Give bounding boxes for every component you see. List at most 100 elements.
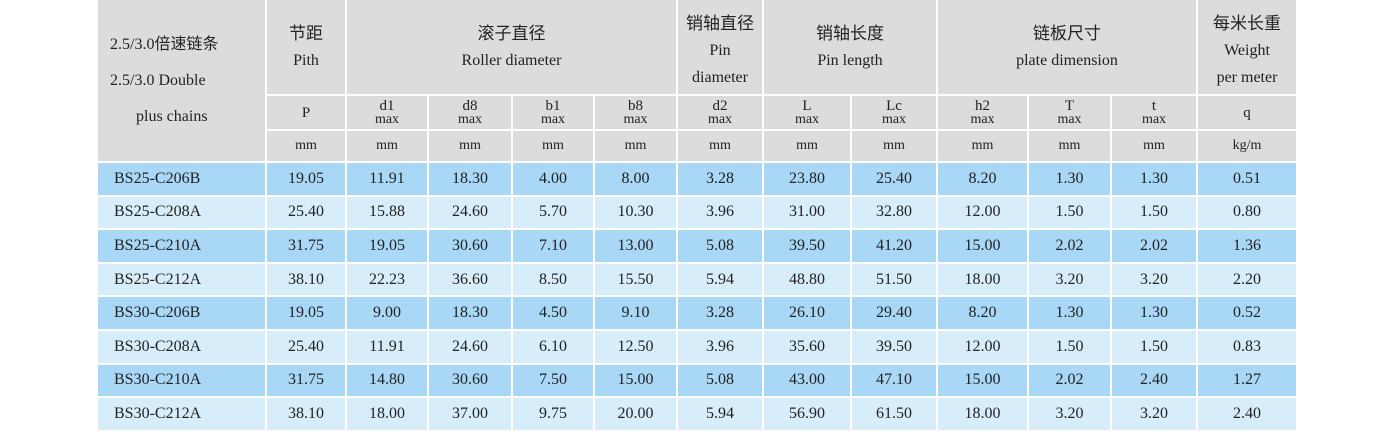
value-cell: 8.50	[513, 263, 593, 296]
value-cell: 13.00	[595, 230, 676, 262]
unit-header-cell: mm	[1029, 131, 1110, 161]
table-row: BS25-C210A 31.75 19.05 30.60 7.10 13.00 5.08 39…	[98, 230, 1296, 262]
value-cell: 38.10	[267, 263, 345, 296]
symbol-subscript: max	[1057, 112, 1082, 127]
value-cell: 3.96	[678, 330, 762, 363]
value-cell: 31.75	[267, 230, 345, 262]
value-cell: 18.00	[347, 398, 427, 430]
value-cell: 18.30	[429, 163, 511, 195]
value-cell: 20.00	[595, 398, 676, 430]
value-cell: 26.10	[764, 297, 850, 329]
value-cell: 12.50	[595, 330, 676, 363]
value-cell: 3.20	[1112, 398, 1196, 430]
unit-header-cell: mm	[1112, 131, 1196, 161]
pin-diameter-header-en-2: diameter	[692, 69, 748, 86]
value-cell: 7.10	[513, 230, 593, 262]
value-cell: 2.40	[1198, 398, 1296, 430]
value-cell: 0.51	[1198, 163, 1296, 195]
symbol-subscript: max	[970, 112, 995, 127]
value-cell: 36.60	[429, 263, 511, 296]
symbol: T	[1064, 98, 1075, 114]
value-cell: 19.05	[347, 230, 427, 262]
value-cell: 39.50	[852, 330, 936, 363]
symbol-header-cell: h2 max	[938, 96, 1027, 129]
value-cell: 31.00	[764, 196, 850, 229]
value-cell: 1.27	[1198, 364, 1296, 397]
value-cell: 5.70	[513, 196, 593, 229]
chain-spec-table: 2.5/3.0倍速链条 2.5/3.0 Double plus chains 节…	[96, 0, 1298, 432]
symbol: t	[1151, 98, 1157, 114]
table-row: BS25-C208A 25.40 15.88 24.60 5.70 10.30 3.96 31…	[98, 196, 1296, 229]
value-cell: 24.60	[429, 330, 511, 363]
symbol-subscript: max	[707, 112, 733, 127]
value-cell: 31.75	[267, 364, 345, 397]
value-cell: 0.83	[1198, 330, 1296, 363]
value-cell: 48.80	[764, 263, 850, 296]
value-cell: 24.60	[429, 196, 511, 229]
value-cell: 8.00	[595, 163, 676, 195]
value-cell: 12.00	[938, 330, 1027, 363]
unit-header-cell: mm	[429, 131, 511, 161]
symbol-subscript: max	[1141, 112, 1167, 127]
value-cell: 35.60	[764, 330, 850, 363]
value-cell: 2.02	[1112, 230, 1196, 262]
value-cell: 0.80	[1198, 196, 1296, 229]
value-cell: 1.36	[1198, 230, 1296, 262]
value-cell: 19.05	[267, 297, 345, 329]
value-cell: 1.50	[1112, 330, 1196, 363]
value-cell: 1.50	[1029, 196, 1110, 229]
weight-header-cn: 每米长重	[1213, 14, 1281, 33]
value-cell: 1.30	[1112, 297, 1196, 329]
pin-diameter-header: 销轴直径 Pin diameter	[678, 0, 762, 94]
value-cell: 25.40	[267, 196, 345, 229]
symbol-header-cell: Lc max	[852, 96, 936, 129]
symbol-header-cell: d1 max	[347, 96, 427, 129]
value-cell: 6.10	[513, 330, 593, 363]
model-header-en-2: plus chains	[136, 107, 208, 125]
symbol-subscript: max	[794, 112, 820, 127]
value-cell: 30.60	[429, 230, 511, 262]
model-cell: BS25-C210A	[98, 230, 265, 262]
value-cell: 3.20	[1112, 263, 1196, 296]
value-cell: 38.10	[267, 398, 345, 430]
value-cell: 2.02	[1029, 230, 1110, 262]
symbol-header-cell: d8 max	[429, 96, 511, 129]
value-cell: 0.52	[1198, 297, 1296, 329]
symbol: d8	[462, 98, 478, 114]
value-cell: 9.10	[595, 297, 676, 329]
symbol: Lc	[886, 98, 902, 114]
symbol: L	[802, 98, 812, 114]
value-cell: 29.40	[852, 297, 936, 329]
value-cell: 15.00	[938, 230, 1027, 262]
value-cell: 5.08	[678, 364, 762, 397]
value-cell: 3.96	[678, 196, 762, 229]
model-cell: BS30-C208A	[98, 330, 265, 363]
table-row: BS30-C212A 38.10 18.00 37.00 9.75 20.00 5.94 56…	[98, 398, 1296, 430]
pin-length-header-cn: 销轴长度	[816, 23, 884, 43]
model-header: 2.5/3.0倍速链条 2.5/3.0 Double plus chains	[98, 0, 265, 161]
unit-header-cell: mm	[513, 131, 593, 161]
pin-diameter-header-cn: 销轴直径	[686, 14, 754, 33]
symbol: d1	[379, 98, 395, 114]
symbol-subscript: max	[374, 112, 400, 127]
value-cell: 8.20	[938, 297, 1027, 329]
value-cell: 5.08	[678, 230, 762, 262]
value-cell: 37.00	[429, 398, 511, 430]
table-row: BS30-C206B 19.05 9.00 18.30 4.50 9.10 3.28 26.1…	[98, 297, 1296, 329]
symbol: q	[1243, 104, 1251, 121]
value-cell: 47.10	[852, 364, 936, 397]
value-cell: 12.00	[938, 196, 1027, 229]
value-cell: 32.80	[852, 196, 936, 229]
value-cell: 4.50	[513, 297, 593, 329]
pitch-header-en: Pith	[293, 51, 319, 69]
value-cell: 3.20	[1029, 263, 1110, 296]
table-row: BS25-C206B 19.05 11.91 18.30 4.00 8.00 3.28 23.…	[98, 163, 1296, 195]
unit-header-cell: mm	[938, 131, 1027, 161]
weight-header: 每米长重 Weight per meter	[1198, 0, 1296, 94]
value-cell: 18.00	[938, 398, 1027, 430]
unit-header-cell: mm	[678, 131, 762, 161]
symbol-header-cell: t max	[1112, 96, 1196, 129]
roller-header-cn: 滚子直径	[477, 23, 546, 43]
unit-header-cell: mm	[764, 131, 850, 161]
